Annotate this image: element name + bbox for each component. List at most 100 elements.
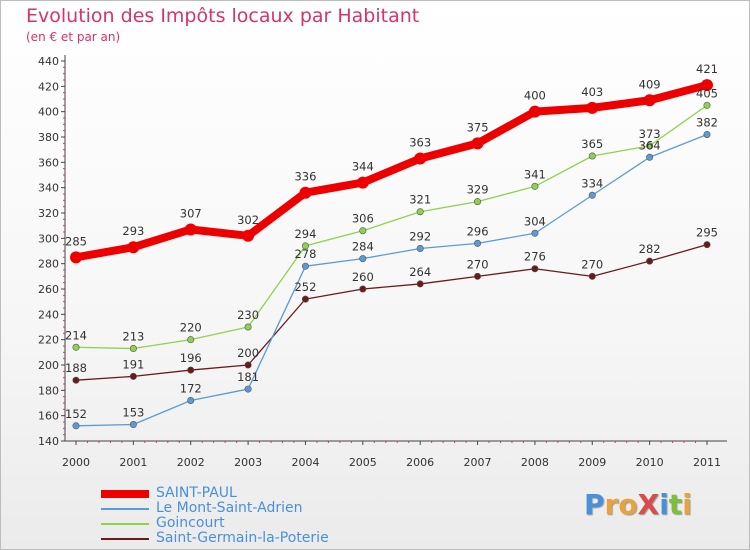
data-label: 292 [409,229,431,243]
logo-letter: i [659,488,669,521]
logo-letter: r [604,488,619,521]
data-label: 200 [237,346,259,360]
data-point [474,198,482,206]
data-point [187,336,195,344]
series-line [75,133,708,427]
data-labels-layer: 285 293 307 302 336 344 363 375 400 403 409 421 152 1… [65,62,718,421]
y-tick-label: 360 [38,156,59,169]
data-label: 405 [696,86,718,100]
data-point [588,152,596,160]
x-tick-label: 2002 [177,456,205,469]
data-label: 264 [409,265,431,279]
proxiti-logo: ProXiti [584,488,692,521]
chart-subtitle: (en € et par an) [26,30,121,44]
data-label: 196 [180,351,202,365]
data-label: 382 [696,115,718,129]
y-tick-label: 420 [38,80,59,93]
y-tick-label: 300 [38,232,59,245]
data-label: 421 [696,62,718,76]
data-point [586,101,599,114]
data-point [471,137,484,150]
chart-title: Evolution des Impôts locaux par Habitant [26,5,420,27]
x-tick-label: 2006 [406,456,434,469]
data-point [703,101,711,109]
data-label: 282 [639,242,661,256]
data-label: 284 [352,240,374,254]
legend-label: Le Mont-Saint-Adrien [156,500,303,516]
data-point [416,244,424,252]
data-label: 214 [65,328,87,342]
data-point [70,251,82,264]
data-point [359,285,367,293]
series-layer [70,79,713,430]
data-label: 153 [122,406,144,420]
data-label: 302 [237,213,259,227]
data-point [474,272,482,280]
data-point [359,227,367,235]
y-tick-label: 140 [38,435,59,448]
series-line [72,81,711,262]
data-label: 181 [237,370,259,384]
data-point [531,265,539,273]
data-label: 321 [409,193,431,207]
data-point [356,176,369,189]
x-tick-label: 2011 [693,456,721,469]
y-tick-label: 380 [38,131,59,144]
data-label: 304 [524,214,546,228]
legend-swatch [101,508,149,510]
data-label: 341 [524,167,546,181]
y-tick-label: 180 [38,384,59,397]
data-label: 363 [409,136,431,150]
data-point [72,422,80,430]
data-label: 172 [180,381,202,395]
x-tick-label: 2001 [119,456,147,469]
data-point [187,366,195,374]
data-label: 307 [180,206,202,220]
chart-axes: 140 160 180 200 220 240 260 280 300 320 340 360 380 4… [38,55,727,469]
data-label: 260 [352,270,374,284]
data-point [646,142,654,150]
data-label: 276 [524,250,546,264]
x-tick-label: 2010 [636,456,664,469]
data-label: 191 [122,357,144,371]
data-point [129,345,137,353]
data-point [129,421,137,429]
legend-swatch [101,490,149,498]
data-label: 220 [180,321,202,335]
series-line [75,244,708,381]
data-point [244,385,252,393]
data-point [703,241,711,249]
y-tick-label: 220 [38,334,59,347]
data-label: 365 [581,137,603,151]
y-tick-label: 320 [38,207,59,220]
x-tick-label: 2007 [464,456,492,469]
data-label: 409 [639,77,661,91]
logo-letter: o [618,488,638,521]
legend-label: Goincourt [156,515,225,531]
data-label: 285 [65,234,87,248]
y-tick-label: 340 [38,182,59,195]
legend-label: SAINT-PAUL [156,485,237,501]
data-point [416,208,424,216]
x-tick-label: 2000 [62,456,90,469]
data-label: 364 [639,138,661,152]
data-label: 344 [352,160,374,174]
data-point [643,94,656,107]
data-label: 213 [122,330,144,344]
y-tick-label: 260 [38,283,59,296]
y-tick-label: 240 [38,308,59,321]
data-point [301,295,309,303]
legend-label: Saint-Germain-la-Poterie [156,530,329,546]
legend-item: Saint-Germain-la-Poterie [101,530,361,547]
data-point [129,372,137,380]
data-label: 294 [294,227,316,241]
data-point [244,323,252,331]
legend-item: Le Mont-Saint-Adrien [101,500,361,517]
data-point [701,79,713,92]
x-tick-label: 2003 [234,456,262,469]
x-tick-label: 2008 [521,456,549,469]
y-tick-label: 200 [38,359,59,372]
data-point [187,396,195,404]
data-point [127,241,140,254]
